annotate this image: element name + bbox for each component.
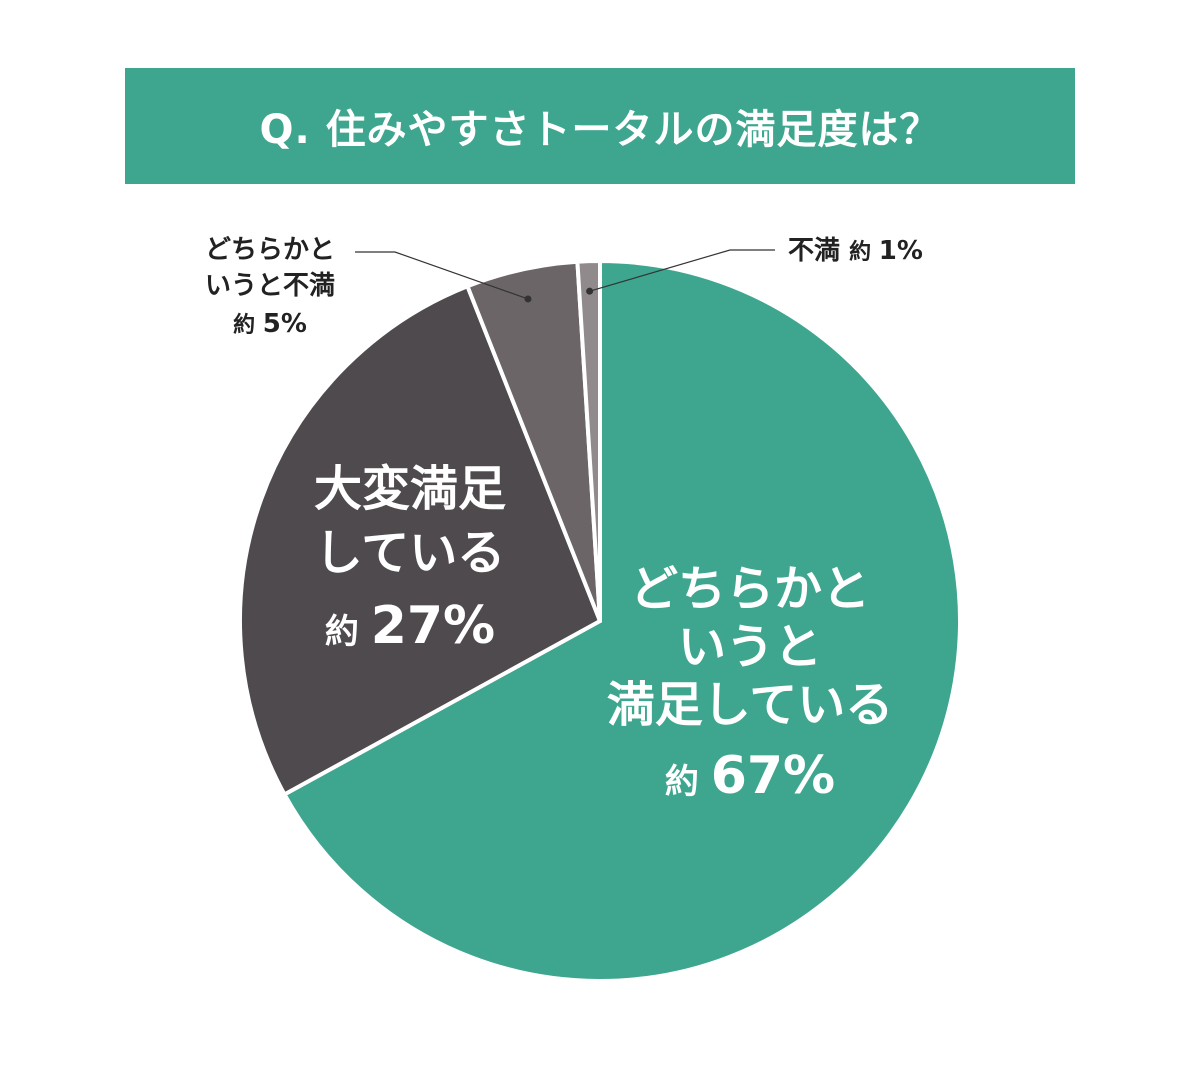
- pie-slices: [238, 259, 962, 983]
- slice-label-2-line-1: いうと不満: [205, 271, 335, 301]
- slice-label-1-line-0: 大変満足: [314, 461, 506, 517]
- pie-slice-3: [575, 259, 602, 623]
- pie-slice-0: [282, 259, 962, 983]
- title-banner: Q. 住みやすさトータルの満足度は？: [125, 68, 1075, 184]
- leader-line-2: [355, 251, 529, 300]
- leader-lines: [355, 249, 775, 303]
- slice-value-0: 約 67%: [665, 746, 835, 806]
- slice-value-2: 約 5%: [233, 309, 307, 339]
- slice-label-2-line-0: どちらかと: [205, 235, 335, 265]
- slice-value-1: 約 27%: [325, 596, 495, 656]
- pie-slice-1: [238, 284, 602, 797]
- slice-label-0-line-1: いうと: [678, 619, 822, 675]
- slice-label-1-line-1: している: [315, 525, 506, 581]
- slice-label-0-line-2: 満足している: [607, 677, 894, 733]
- leader-line-3: [589, 249, 775, 292]
- chart-title: Q. 住みやすさトータルの満足度は？: [259, 107, 941, 153]
- slice-label-0-line-0: どちらかと: [630, 561, 870, 617]
- slice-label-3: 不満 約 1%: [788, 236, 923, 266]
